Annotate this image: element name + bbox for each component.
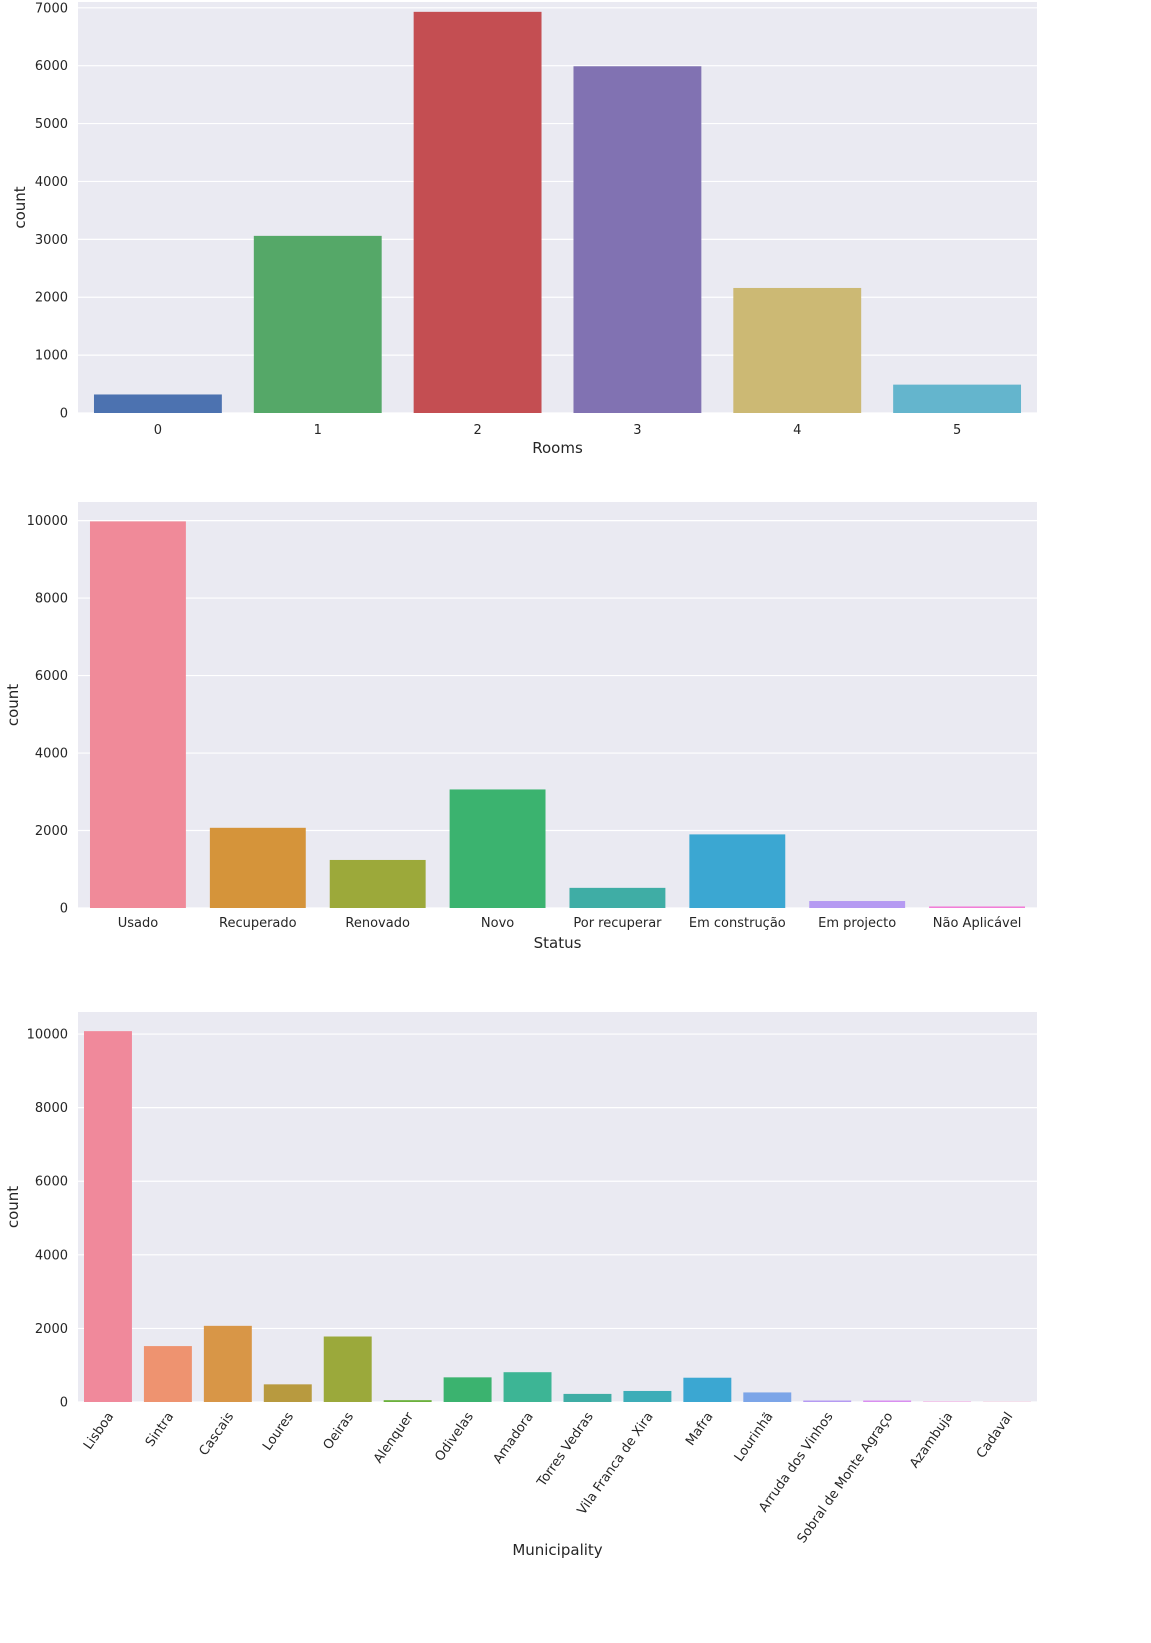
x-tick-label: Usado [118,916,159,931]
x-tick-label: 0 [154,423,162,438]
x-tick-label: Renovado [345,916,410,931]
bar-usado [89,521,186,908]
bar-amadora [503,1372,552,1402]
x-tick-label: Odivelas [432,1410,477,1465]
y-tick-label: 6000 [35,669,68,684]
bar-renovado [329,859,426,908]
x-tick-label: Azambuja [907,1410,956,1471]
y-tick-label: 10000 [27,514,68,529]
bar-nao-aplicavel [929,906,1026,908]
y-tick-label: 2000 [35,291,68,306]
bar-lourinha [743,1392,792,1402]
x-tick-label: Mafra [683,1410,717,1449]
x-tick-label: 4 [793,423,801,438]
y-tick-label: 7000 [35,1,68,16]
bar-lisboa [83,1031,132,1402]
x-tick-label: Lourinhã [732,1410,777,1465]
rooms-chart-svg: 0 1000 2000 3000 4000 5000 6000 7000 0 1 2 3 4 5 Rooms… [11,1,1037,457]
bar-cascais [203,1325,252,1402]
bar-por-recuperar [569,887,666,908]
y-tick-label: 0 [60,902,68,917]
y-tick-label: 5000 [35,117,68,132]
y-tick-label: 8000 [35,1101,68,1116]
bar-oeiras [323,1336,372,1402]
bar-novo [449,789,546,908]
status-chart-svg: 0 2000 4000 6000 8000 10000 Usado Recuperado Ren… [4,502,1037,952]
y-tick-label: 10000 [27,1028,68,1043]
y-tick-label: 0 [60,1396,68,1411]
y-tick-label: 2000 [35,824,68,839]
bar-sintra [143,1346,192,1402]
y-axis-label: count [4,1186,22,1228]
bar-5 [893,384,1022,413]
x-tick-label: Alenquer [371,1409,417,1466]
x-tick-label: Recuperado [219,916,297,931]
y-tick-label: 4000 [35,747,68,762]
bar-vila-franca-de-xira [623,1390,672,1402]
x-tick-label: Não Aplicável [933,916,1022,931]
x-tick-label: Cascais [197,1410,238,1459]
y-tick-label: 2000 [35,1322,68,1337]
status-count-chart: 0 2000 4000 6000 8000 10000 Usado Recuperado Ren… [0,500,1151,1010]
bar-0 [93,394,222,413]
bar-torres-vedras [563,1393,612,1402]
x-tick-label: Novo [481,916,514,931]
x-tick-label: Cadaval [974,1410,1016,1462]
bar-arruda-dos-vinhos [803,1400,852,1402]
x-axis-label: Municipality [512,1541,602,1559]
y-tick-label: 1000 [35,349,68,364]
bar-2 [413,11,542,413]
plot-background [78,2,1037,413]
municipality-count-chart: 0 2000 4000 6000 8000 10000 Lisboa Sintra Cascai… [0,1010,1151,1643]
x-tick-label: Sintra [143,1410,177,1450]
municipality-chart-svg: 0 2000 4000 6000 8000 10000 Lisboa Sintra Cascai… [4,1012,1037,1559]
bar-odivelas [443,1377,492,1402]
x-axis-label: Status [534,934,582,952]
x-tick-label: Por recuperar [573,916,662,931]
x-tick-label: Loures [260,1410,297,1454]
rooms-count-chart: 0 1000 2000 3000 4000 5000 6000 7000 0 1 2 3 4 5 Rooms… [0,0,1151,500]
bar-alenquer [383,1400,432,1402]
bar-1 [253,235,382,413]
x-axis-label: Rooms [532,439,583,457]
x-tick-label: Oeiras [321,1410,357,1453]
bar-sobral-de-monte-agraco [863,1400,912,1402]
x-tick-label: Amadora [491,1410,537,1467]
bar-recuperado [209,827,306,908]
y-tick-label: 4000 [35,175,68,190]
bar-4 [733,287,862,413]
y-tick-label: 0 [60,407,68,422]
x-tick-label: Em construção [689,916,786,931]
x-tick-label: 5 [953,423,961,438]
bar-loures [263,1384,312,1402]
y-axis-label: count [11,186,29,228]
y-tick-label: 6000 [35,59,68,74]
x-tick-label: 2 [473,423,481,438]
x-tick-label: Lisboa [81,1410,117,1453]
y-tick-label: 4000 [35,1248,68,1263]
y-tick-label: 8000 [35,592,68,607]
x-tick-label: Torres Vedras [534,1410,597,1491]
bar-3 [573,66,702,413]
x-tick-label: Em projecto [818,916,896,931]
y-axis-label: count [4,684,22,726]
y-tick-label: 6000 [35,1175,68,1190]
bar-em-projecto [809,901,906,908]
bar-em-construcao [689,834,786,908]
y-tick-label: 3000 [35,233,68,248]
x-tick-label: 3 [633,423,641,438]
x-tick-label: 1 [314,423,322,438]
bar-mafra [683,1377,732,1402]
